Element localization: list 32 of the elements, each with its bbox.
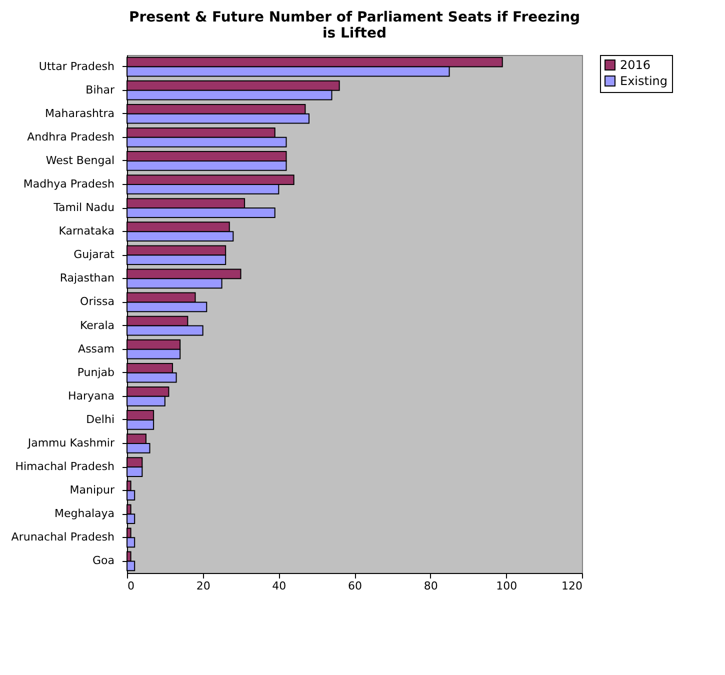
x-tick-label: 100: [496, 580, 518, 592]
x-tick-label: 80: [424, 580, 438, 592]
y-tick-label: Meghalaya: [54, 507, 114, 520]
y-tick-label: Goa: [92, 554, 114, 568]
y-tick-label: Kerala: [80, 318, 114, 332]
legend-label: Existing: [620, 74, 668, 88]
y-tick-label: Punjab: [77, 366, 115, 379]
y-tick-label: Manipur: [70, 484, 115, 497]
y-tick-label: Karnataka: [58, 224, 114, 238]
y-tick-label: Haryana: [68, 389, 114, 402]
y-tick-label: Arunachal Pradesh: [11, 530, 115, 544]
y-tick-label: Uttar Pradesh: [38, 60, 115, 73]
y-tick-label: Gujarat: [74, 248, 116, 262]
y-tick-label: Bihar: [86, 83, 115, 96]
y-tick-label: Orissa: [80, 295, 114, 308]
x-tick-label: 40: [272, 580, 286, 592]
legend-label: 2016: [620, 58, 651, 72]
x-tick-label: 60: [348, 580, 362, 592]
y-tick-label: Madhya Pradesh: [23, 178, 115, 190]
y-tick-label: Tamil Nadu: [52, 201, 114, 214]
x-tick-label: 20: [196, 580, 210, 592]
y-tick-label: West Bengal: [46, 154, 114, 167]
x-tick-label: 120: [562, 580, 582, 592]
y-tick-label: Rajasthan: [60, 272, 115, 285]
y-tick-label: Assam: [78, 342, 114, 356]
y-tick-label: Himachal Pradesh: [15, 460, 115, 474]
y-tick-label: Andhra Pradesh: [27, 130, 115, 144]
y-tick-label: Jammu Kashmir: [26, 436, 115, 450]
x-tick-label: 0: [128, 580, 134, 592]
chart-title: Present & Future Number of Parliament Seats if Freezing is Lifted: [128, 10, 580, 42]
y-tick-label: Maharashtra: [45, 106, 114, 120]
y-tick-label: Delhi: [86, 412, 114, 426]
